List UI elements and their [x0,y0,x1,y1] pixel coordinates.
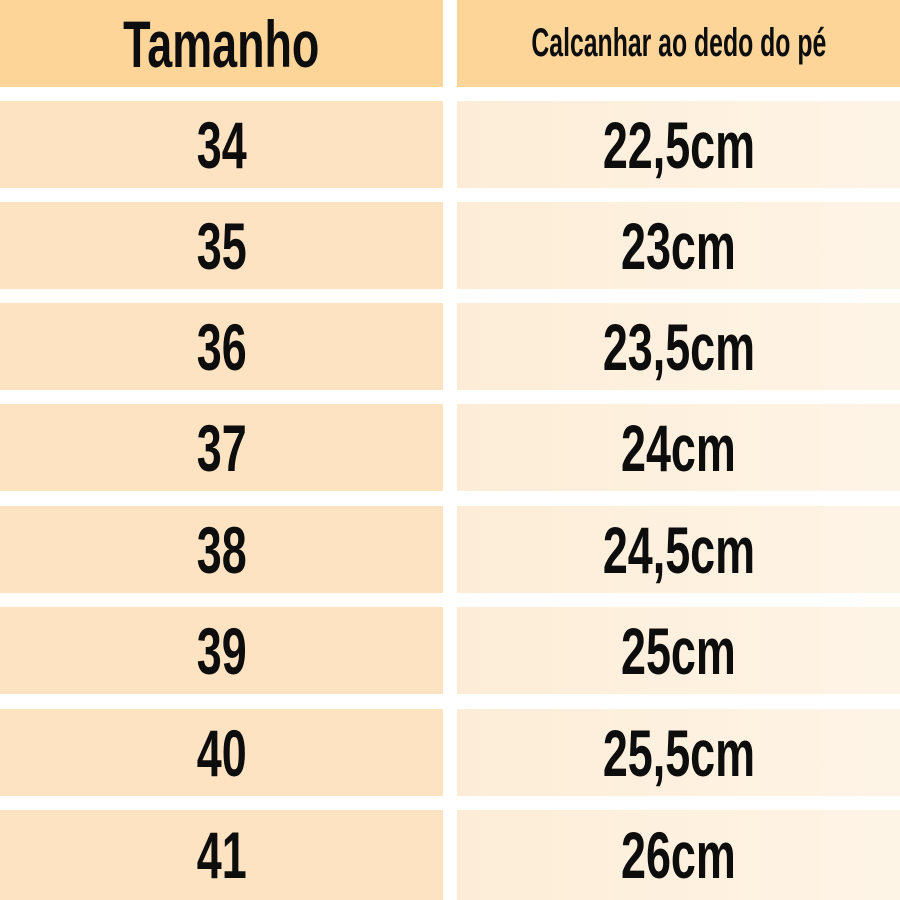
size-cell: 39 [0,607,443,694]
size-value: 38 [196,512,247,587]
header-length: Calcanhar ao dedo do pé [457,0,900,87]
length-cell: 23,5cm [457,303,900,390]
size-value: 35 [196,208,247,283]
length-cell: 24cm [457,404,900,491]
table-row: 37 24cm [0,404,900,491]
table-row: 34 22,5cm [0,101,900,188]
length-value: 24cm [621,410,736,485]
table-row: 40 25,5cm [0,709,900,796]
length-value: 23cm [621,208,736,283]
size-value: 34 [196,107,247,182]
table-row: 35 23cm [0,202,900,289]
size-cell: 36 [0,303,443,390]
length-value: 23,5cm [602,309,755,384]
size-cell: 35 [0,202,443,289]
size-value: 41 [196,818,247,892]
length-cell: 22,5cm [457,101,900,188]
table-row: 41 26cm [0,810,900,900]
length-cell: 26cm [457,810,900,900]
length-cell: 24,5cm [457,506,900,593]
length-value: 24,5cm [602,512,755,587]
length-value: 25,5cm [602,715,755,790]
size-value: 37 [196,410,247,485]
size-value: 40 [196,715,247,790]
table-row: 39 25cm [0,607,900,694]
table-row: 38 24,5cm [0,506,900,593]
length-cell: 23cm [457,202,900,289]
size-cell: 41 [0,810,443,900]
length-value: 22,5cm [602,107,755,182]
size-cell: 37 [0,404,443,491]
header-size-label: Tamanho [123,6,320,81]
size-cell: 38 [0,506,443,593]
length-value: 25cm [621,613,736,688]
size-value: 39 [196,613,247,688]
table-row: 36 23,5cm [0,303,900,390]
size-cell: 34 [0,101,443,188]
size-cell: 40 [0,709,443,796]
header-row: Tamanho Calcanhar ao dedo do pé [0,0,900,87]
length-value: 26cm [621,818,736,892]
length-cell: 25cm [457,607,900,694]
length-cell: 25,5cm [457,709,900,796]
size-value: 36 [196,309,247,384]
header-length-label: Calcanhar ao dedo do pé [531,21,826,65]
header-size: Tamanho [0,0,443,87]
